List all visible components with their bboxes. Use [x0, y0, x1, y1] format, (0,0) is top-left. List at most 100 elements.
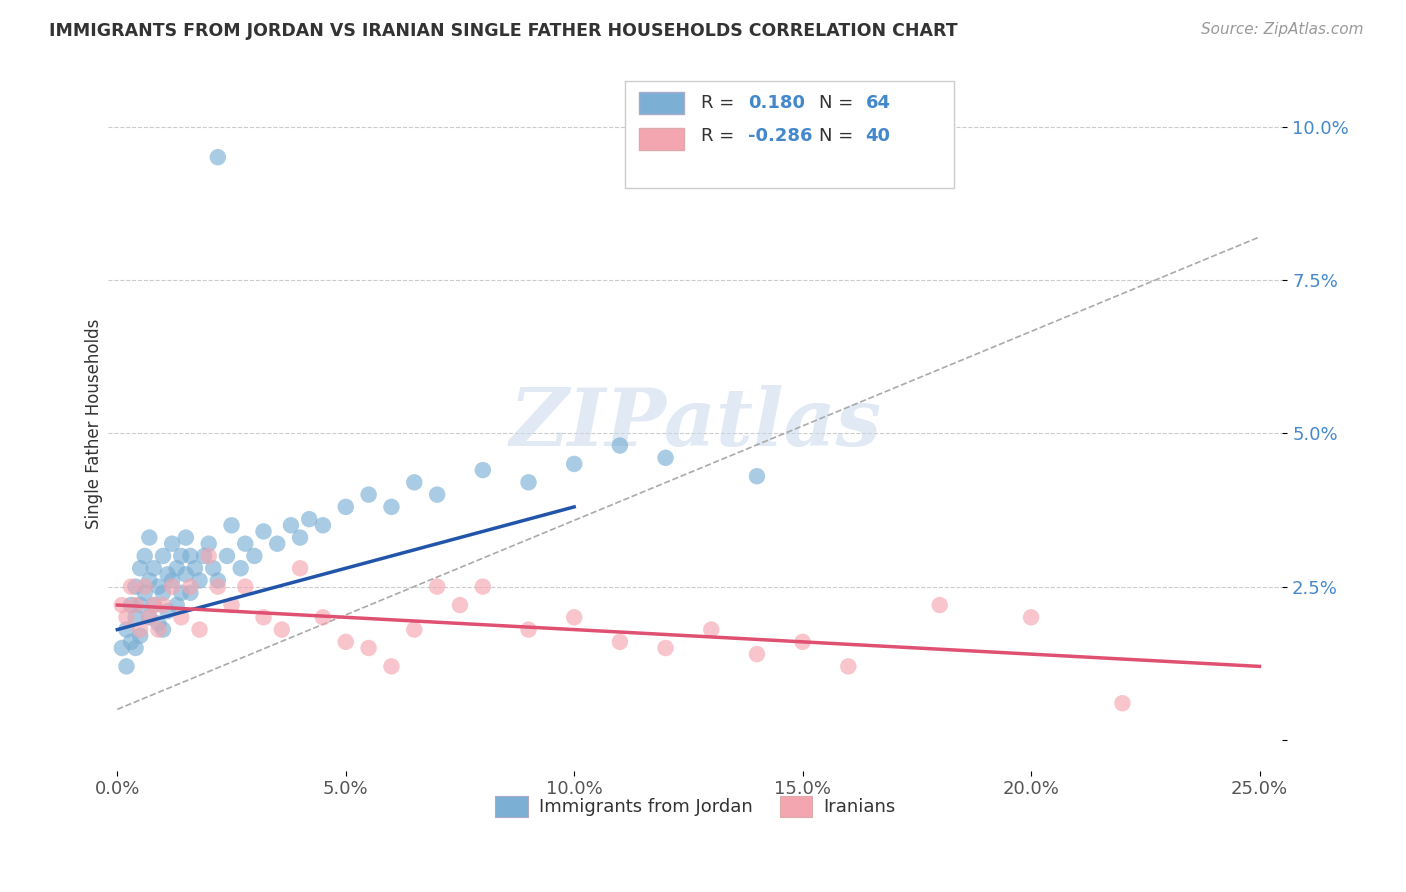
Point [124, 640, 146, 655]
Text: N =: N = [818, 94, 859, 112]
Point [174, 531, 197, 545]
Point [160, 580, 183, 594]
Point [129, 623, 152, 637]
Point [148, 616, 170, 631]
Point [152, 598, 174, 612]
Point [280, 518, 302, 533]
Text: R =: R = [702, 128, 740, 145]
Point [129, 561, 152, 575]
Point [148, 580, 170, 594]
Point [111, 598, 134, 612]
Text: N =: N = [818, 128, 859, 145]
Point [517, 475, 540, 490]
Text: -0.286: -0.286 [748, 128, 813, 145]
Point [288, 531, 311, 545]
Point [357, 488, 380, 502]
Point [426, 488, 449, 502]
Point [928, 598, 950, 612]
Point [449, 598, 471, 612]
Point [152, 549, 174, 563]
Point [335, 500, 357, 514]
Point [312, 518, 335, 533]
Point [1111, 696, 1133, 710]
Point [138, 531, 160, 545]
Point [233, 580, 256, 594]
Point [404, 623, 426, 637]
FancyBboxPatch shape [624, 81, 953, 188]
Point [202, 561, 225, 575]
Point [609, 635, 631, 649]
Point [1019, 610, 1042, 624]
Point [179, 586, 201, 600]
Point [252, 610, 274, 624]
Point [170, 586, 193, 600]
Point [170, 610, 193, 624]
Point [562, 457, 585, 471]
Point [142, 598, 165, 612]
Point [312, 610, 335, 624]
Point [298, 512, 321, 526]
Point [120, 580, 142, 594]
Point [654, 640, 676, 655]
Point [380, 659, 402, 673]
Point [120, 635, 142, 649]
Point [357, 640, 380, 655]
Point [111, 640, 134, 655]
Point [188, 574, 211, 588]
Point [124, 610, 146, 624]
Point [335, 635, 357, 649]
Point [124, 580, 146, 594]
Point [233, 537, 256, 551]
Point [404, 475, 426, 490]
Point [197, 549, 219, 563]
FancyBboxPatch shape [638, 128, 683, 150]
Point [745, 469, 768, 483]
Point [380, 500, 402, 514]
Point [609, 438, 631, 452]
Point [134, 580, 156, 594]
Point [134, 549, 156, 563]
Text: 40: 40 [866, 128, 890, 145]
Point [129, 598, 152, 612]
Point [115, 623, 138, 637]
Point [266, 537, 288, 551]
Point [193, 549, 215, 563]
Point [517, 623, 540, 637]
Point [138, 610, 160, 624]
Point [179, 549, 201, 563]
Point [174, 567, 197, 582]
Point [166, 598, 188, 612]
Point [166, 561, 188, 575]
Point [221, 598, 243, 612]
Point [115, 659, 138, 673]
Point [243, 549, 266, 563]
Text: 0.180: 0.180 [748, 94, 806, 112]
Y-axis label: Single Father Households: Single Father Households [86, 318, 103, 529]
Point [160, 537, 183, 551]
Point [148, 623, 170, 637]
Point [229, 561, 252, 575]
Point [170, 549, 193, 563]
Point [207, 580, 229, 594]
Point [207, 574, 229, 588]
Point [152, 586, 174, 600]
Legend: Immigrants from Jordan, Iranians: Immigrants from Jordan, Iranians [488, 789, 903, 824]
Text: ZIPatlas: ZIPatlas [509, 385, 882, 463]
FancyBboxPatch shape [638, 92, 683, 114]
Point [120, 598, 142, 612]
Point [156, 567, 179, 582]
Point [184, 561, 207, 575]
Text: IMMIGRANTS FROM JORDAN VS IRANIAN SINGLE FATHER HOUSEHOLDS CORRELATION CHART: IMMIGRANTS FROM JORDAN VS IRANIAN SINGLE… [49, 22, 957, 40]
Point [792, 635, 814, 649]
Point [179, 580, 201, 594]
Point [138, 610, 160, 624]
Point [471, 463, 494, 477]
Point [142, 561, 165, 575]
Point [152, 623, 174, 637]
Point [207, 150, 229, 164]
Point [471, 580, 494, 594]
Point [160, 574, 183, 588]
Point [288, 561, 311, 575]
Point [252, 524, 274, 539]
Point [562, 610, 585, 624]
